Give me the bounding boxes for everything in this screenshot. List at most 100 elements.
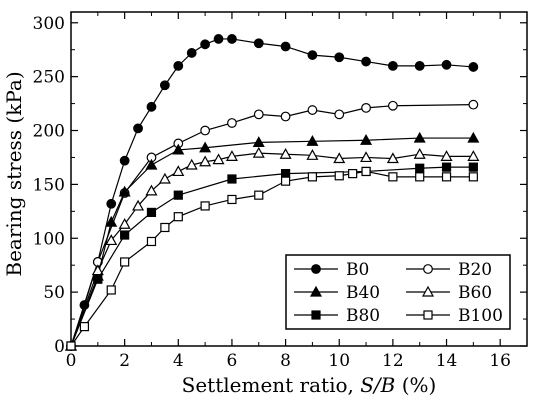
data-point [227,118,237,128]
data-point [106,198,117,209]
y-tick-label: 250 [33,68,65,88]
y-tick-label: 0 [54,337,65,357]
legend-marker [423,264,433,274]
legend-entry-b80: B80 [294,306,380,326]
data-point [467,131,480,143]
data-point [413,147,426,159]
legend-label: B100 [458,306,503,326]
x-tick-label: 14 [436,351,458,371]
data-point [185,158,198,170]
x-tick-label: 2 [119,351,130,371]
data-point [361,102,371,113]
data-point [91,264,104,276]
data-point [361,166,371,177]
data-point [441,162,452,172]
data-point [66,341,76,351]
data-point [415,163,425,173]
data-point [120,230,130,240]
data-point [306,149,319,160]
data-point [227,174,237,184]
x-tick-label: 16 [489,351,511,371]
data-point [213,34,224,44]
legend-entry-b60: B60 [406,283,492,303]
data-point [307,50,318,60]
data-point [467,150,480,161]
x-tick-label: 6 [227,351,238,371]
data-point [468,62,479,72]
y-tick-label: 100 [33,229,65,249]
data-point [414,60,425,71]
series-b0 [66,34,479,351]
data-point [254,190,264,200]
data-point [212,153,225,165]
series-b100 [66,166,478,351]
data-point [199,155,212,167]
data-point [280,169,291,179]
legend-marker [311,310,321,320]
data-point [306,135,319,146]
data-point [387,60,398,71]
data-point [360,151,373,163]
legend-entry-b20: B20 [406,260,492,280]
series-line [70,38,474,347]
data-point [441,172,452,182]
axes: 0 2 4 6 8 10 12 14 16 0 50 100 150 200 250 300 Settlemen… [2,11,528,397]
data-point [360,133,373,145]
data-point [173,190,183,200]
legend-entry-b0: B0 [294,260,369,280]
data-point [468,162,478,172]
data-point [333,152,346,164]
series-line [70,137,474,347]
y-axis-title: Bearing stress (kPa) [2,71,26,276]
data-point [441,59,452,70]
legend: B0 B20 B40 B60 B80 B100 [285,254,511,330]
data-point [160,222,170,233]
data-point [133,123,143,134]
data-point [334,171,344,181]
data-point [468,172,478,182]
x-tick-label: 8 [280,351,291,371]
data-point [227,34,237,44]
legend-marker [311,264,321,274]
plot-frame [70,11,528,347]
legend-marker [309,285,323,297]
plot-series [64,34,480,351]
data-point [252,136,265,147]
data-point [186,48,197,58]
data-point [118,218,131,229]
data-point [415,172,425,182]
y-tick-label: 200 [33,122,65,142]
data-point [132,199,145,211]
data-point [253,109,264,120]
data-point [348,169,358,179]
legend-entry-b100: B100 [406,306,503,326]
data-point [361,56,371,67]
x-tick-label: 12 [382,351,404,371]
legend-label: B80 [346,306,380,326]
data-point [253,38,264,49]
data-point [119,155,130,166]
data-point [225,150,238,161]
data-point [172,143,185,155]
data-point [145,158,158,170]
data-point [388,172,398,182]
data-point [307,105,318,115]
data-point [280,176,291,186]
data-point [440,150,453,161]
data-point [386,152,399,164]
data-point [200,125,211,136]
data-point [173,212,183,222]
data-point [158,172,171,184]
data-point [120,257,130,267]
data-point [387,100,398,111]
legend-marker [423,310,433,320]
data-point [252,146,265,158]
data-point [79,322,90,332]
y-tick-label: 300 [33,14,65,34]
data-point [413,131,426,143]
y-tick-label: 150 [33,175,65,195]
data-point [280,111,291,122]
data-point [118,185,131,197]
data-point [334,52,345,63]
